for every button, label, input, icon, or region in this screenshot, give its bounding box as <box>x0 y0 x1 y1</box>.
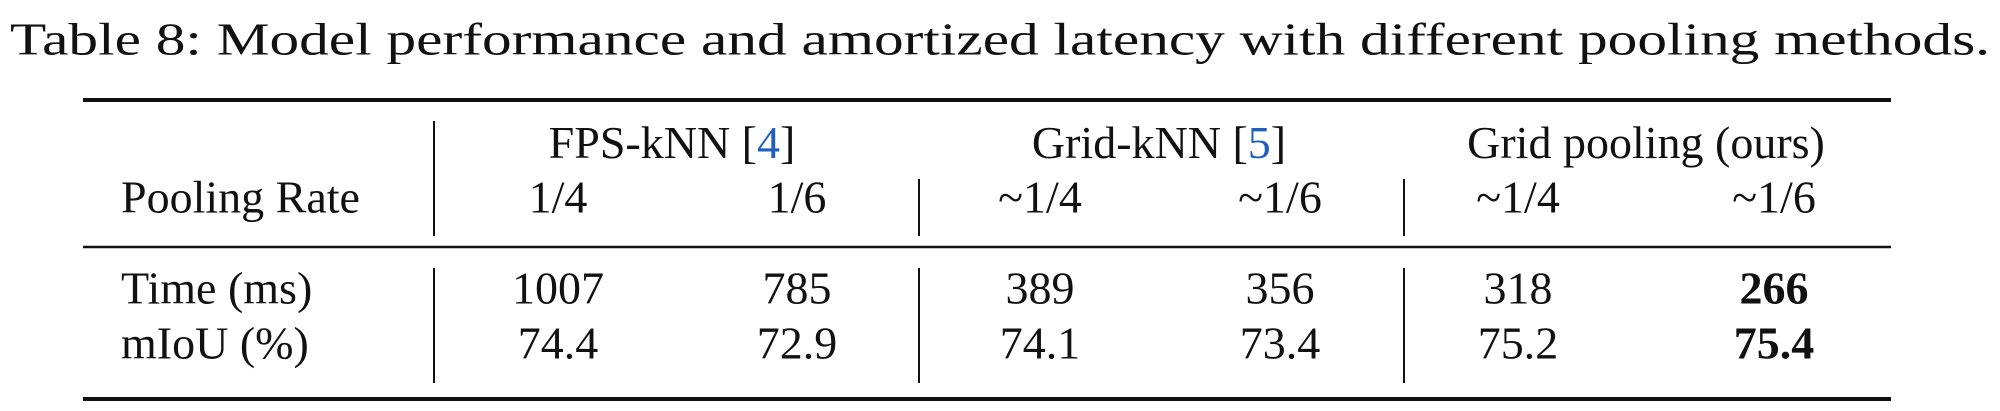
row-label: Time (ms) <box>121 263 312 314</box>
table-cell: 74.4 <box>518 318 599 369</box>
row-header: Pooling Rate <box>121 172 360 223</box>
table-cell: 356 <box>1246 263 1315 314</box>
caption: Table 8: Model performance and amortized… <box>10 14 1990 65</box>
column-header: ~1/6 <box>1238 172 1322 223</box>
group-label: FPS-kNN [ <box>549 117 757 168</box>
group-label: Grid-kNN [ <box>1032 117 1248 168</box>
table-cell: 318 <box>1484 263 1553 314</box>
group-header: FPS-kNN [4] <box>549 117 796 168</box>
table-cell: 1007 <box>512 263 604 314</box>
group-label: ] <box>780 117 795 168</box>
table-cell: 74.1 <box>1000 318 1081 369</box>
column-header: ~1/4 <box>1476 172 1560 223</box>
group-header: Grid-kNN [5] <box>1032 117 1286 168</box>
column-header: ~1/6 <box>1732 172 1816 223</box>
table-cell: 72.9 <box>757 318 838 369</box>
table-cell: 785 <box>763 263 832 314</box>
column-header: 1/4 <box>529 172 588 223</box>
table-cell: 266 <box>1740 263 1809 314</box>
group-label: ] <box>1271 117 1286 168</box>
table-cell: 75.2 <box>1478 318 1559 369</box>
citation: 4 <box>757 117 780 168</box>
table-cell: 389 <box>1006 263 1075 314</box>
group-header: Grid pooling (ours) <box>1467 117 1825 168</box>
group-label: Grid pooling (ours) <box>1467 117 1825 168</box>
table-cell: 75.4 <box>1734 318 1815 369</box>
column-header: 1/6 <box>768 172 827 223</box>
citation: 5 <box>1248 117 1271 168</box>
column-header: ~1/4 <box>998 172 1082 223</box>
table-cell: 73.4 <box>1240 318 1321 369</box>
row-label: mIoU (%) <box>121 318 309 369</box>
